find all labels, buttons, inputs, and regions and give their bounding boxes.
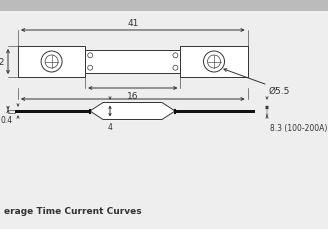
Circle shape	[41, 52, 62, 73]
Text: 30: 30	[127, 103, 138, 112]
Circle shape	[208, 56, 220, 69]
Bar	[85, 51, 180, 74]
Bar	[18, 47, 85, 78]
Text: Ø5.5: Ø5.5	[269, 87, 290, 95]
Bar	[0, 0, 328, 12]
Circle shape	[203, 52, 224, 73]
Circle shape	[173, 54, 178, 59]
Text: erage Time Current Curves: erage Time Current Curves	[4, 206, 142, 215]
Text: 16: 16	[127, 92, 138, 101]
Polygon shape	[90, 103, 175, 120]
Text: 41: 41	[127, 19, 138, 28]
Bar	[15, 110, 90, 113]
Bar	[175, 110, 255, 113]
Circle shape	[173, 66, 178, 71]
Circle shape	[45, 56, 58, 69]
Text: 8.3 (100-200A): 8.3 (100-200A)	[270, 123, 327, 132]
Circle shape	[88, 66, 93, 71]
Circle shape	[88, 54, 93, 59]
Text: 4: 4	[108, 123, 113, 132]
Bar	[180, 47, 248, 78]
Text: 12: 12	[0, 58, 5, 67]
Text: 0.4: 0.4	[1, 116, 13, 125]
